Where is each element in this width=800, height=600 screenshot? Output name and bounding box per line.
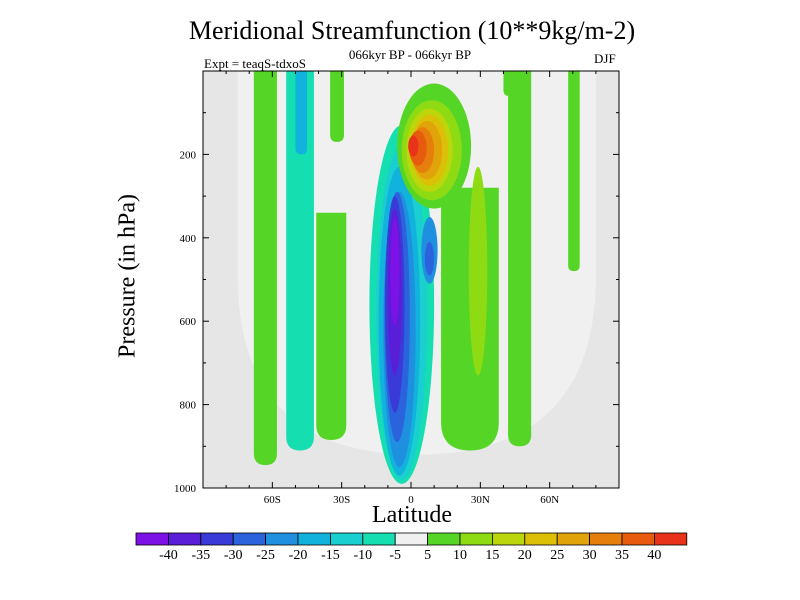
northern-green-column-2 — [508, 71, 532, 447]
northern-green-topcap — [503, 71, 515, 97]
colorbar-swatch-5 — [297, 532, 331, 546]
positive-cell-core — [408, 135, 419, 157]
colorbar-swatch-2 — [200, 532, 234, 546]
x-axis-label: Latitude — [372, 502, 452, 528]
axes: 60S 30S 0 30N 60N 200 400 600 800 1000 — [174, 71, 619, 506]
colorbar-swatch-13 — [556, 532, 591, 546]
colorbar-swatch-14 — [589, 532, 623, 546]
colorbar-swatch-10 — [459, 532, 493, 546]
colorbar-label-5: -15 — [321, 548, 340, 563]
colorbar-swatch-15 — [621, 532, 655, 546]
southern-cyan-column — [286, 71, 314, 451]
colorbar-swatch-7 — [362, 532, 396, 546]
colorbar-label-9: 10 — [453, 548, 467, 563]
y-tick-label-4: 1000 — [174, 483, 197, 495]
x-tick-label-3: 30N — [471, 494, 490, 506]
colorbar-swatch-9 — [427, 532, 461, 546]
colorbar-label-15: 40 — [647, 548, 661, 563]
secondary-negative-core — [424, 241, 435, 276]
colorbar-swatch-12 — [524, 532, 558, 546]
colorbar-swatch-16 — [654, 532, 688, 546]
colorbar-label-10: 15 — [485, 548, 499, 563]
colorbar-swatch-0 — [135, 532, 169, 546]
colorbar-label-0: -40 — [159, 548, 178, 563]
colorbar-swatch-4 — [265, 532, 299, 546]
colorbar-label-7: -5 — [389, 548, 401, 563]
y-tick-label-1: 400 — [180, 233, 197, 245]
colorbar-swatch-8 — [394, 532, 429, 546]
southern-green-band — [316, 212, 347, 441]
colorbar-label-3: -25 — [256, 548, 275, 563]
chart-subtitle: 066kyr BP - 066kyr BP — [348, 47, 472, 62]
colorbar-swatch-6 — [329, 532, 364, 546]
colorbar-swatch-3 — [232, 532, 266, 546]
y-tick-label-0: 200 — [180, 149, 197, 161]
x-tick-label-2: 0 — [408, 494, 414, 506]
colorbar-label-13: 30 — [583, 548, 597, 563]
colorbar-label-8: 5 — [424, 548, 431, 563]
experiment-label: Expt = teaqS-tdxoS — [204, 56, 306, 71]
colorbar-swatch-1 — [167, 532, 202, 546]
x-tick-label-1: 30S — [333, 494, 350, 506]
contour-field — [237, 71, 596, 484]
colorbar-label-4: -20 — [289, 548, 308, 563]
colorbar-label-2: -30 — [224, 548, 243, 563]
northern-lime-patch — [468, 166, 488, 376]
season-label: DJF — [594, 51, 616, 66]
negative-cell-core — [390, 216, 400, 326]
y-tick-label-2: 600 — [180, 316, 197, 328]
x-tick-label-4: 60N — [540, 494, 559, 506]
colorbar-label-12: 25 — [550, 548, 564, 563]
southern-blue-streak — [295, 71, 307, 155]
far-north-green-strip — [568, 71, 580, 272]
y-tick-label-3: 800 — [180, 400, 197, 412]
colorbar-label-6: -10 — [353, 548, 372, 563]
colorbar-label-1: -35 — [191, 548, 210, 563]
chart-title: Meridional Streamfunction (10**9kg/m-2) — [188, 16, 636, 45]
southern-green-column — [253, 71, 277, 466]
colorbar-swatch-11 — [491, 532, 526, 546]
southern-green-strip — [330, 71, 344, 142]
colorbar-label-11: 20 — [518, 548, 532, 563]
x-tick-label-0: 60S — [264, 494, 281, 506]
colorbar-label-14: 35 — [615, 548, 629, 563]
colorbar: -40 -35 -30 -25 -20 -15 -10 -5 5 10 15 20 25 30 35 40 — [135, 532, 688, 563]
